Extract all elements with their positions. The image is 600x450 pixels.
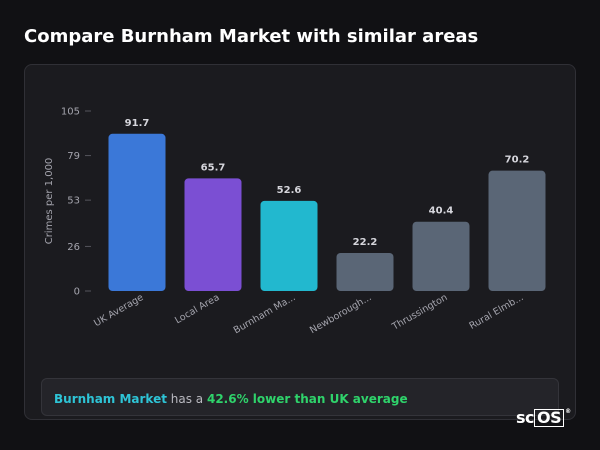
y-axis-label: Crimes per 1,000 bbox=[44, 158, 55, 245]
x-tick-label: Local Area bbox=[173, 292, 221, 326]
summary-text: has a bbox=[166, 392, 207, 406]
logo-box: OS bbox=[534, 409, 565, 427]
summary-place: Burnham Market bbox=[54, 392, 167, 406]
x-tick-label: Burnham Ma... bbox=[232, 292, 298, 336]
y-tick-label: 105 bbox=[61, 107, 80, 118]
comparison-summary: Burnham Market has a 42.6% lower than UK… bbox=[41, 378, 559, 416]
y-tick-label: 53 bbox=[67, 196, 80, 207]
logo-prefix: sc bbox=[516, 408, 535, 427]
x-tick-label: Newborough... bbox=[308, 292, 373, 336]
bar-value-label: 65.7 bbox=[201, 162, 226, 173]
x-tick-label: UK Average bbox=[92, 292, 145, 329]
y-tick-label: 26 bbox=[67, 242, 80, 253]
y-tick-label: 0 bbox=[74, 287, 80, 298]
bar-value-label: 70.2 bbox=[505, 155, 530, 166]
bar bbox=[336, 252, 394, 291]
bar bbox=[488, 170, 546, 291]
bar-value-label: 91.7 bbox=[125, 118, 150, 129]
logo-registered-mark: ® bbox=[565, 408, 571, 415]
y-tick-label: 79 bbox=[67, 151, 80, 162]
summary-delta: 42.6% lower than UK average bbox=[206, 392, 408, 406]
bar-value-label: 40.4 bbox=[429, 206, 454, 217]
bar-chart: Crimes per 1,000 0 26 53 79 105 91.7 UK Average… bbox=[44, 107, 546, 336]
bar bbox=[260, 200, 318, 291]
bar-value-label: 52.6 bbox=[277, 185, 302, 196]
bar bbox=[184, 178, 242, 291]
bar bbox=[108, 133, 166, 291]
x-tick-label: Thrussington bbox=[390, 292, 450, 333]
x-tick-label: Rural Elmb... bbox=[468, 292, 526, 332]
bar-value-label: 22.2 bbox=[353, 237, 378, 248]
brand-logo: sc OS ® bbox=[516, 408, 571, 427]
chart-card: Crimes per 1,000 0 26 53 79 105 91.7 UK Average… bbox=[24, 64, 576, 420]
bar bbox=[412, 221, 470, 291]
page-title: Compare Burnham Market with similar area… bbox=[24, 26, 479, 47]
